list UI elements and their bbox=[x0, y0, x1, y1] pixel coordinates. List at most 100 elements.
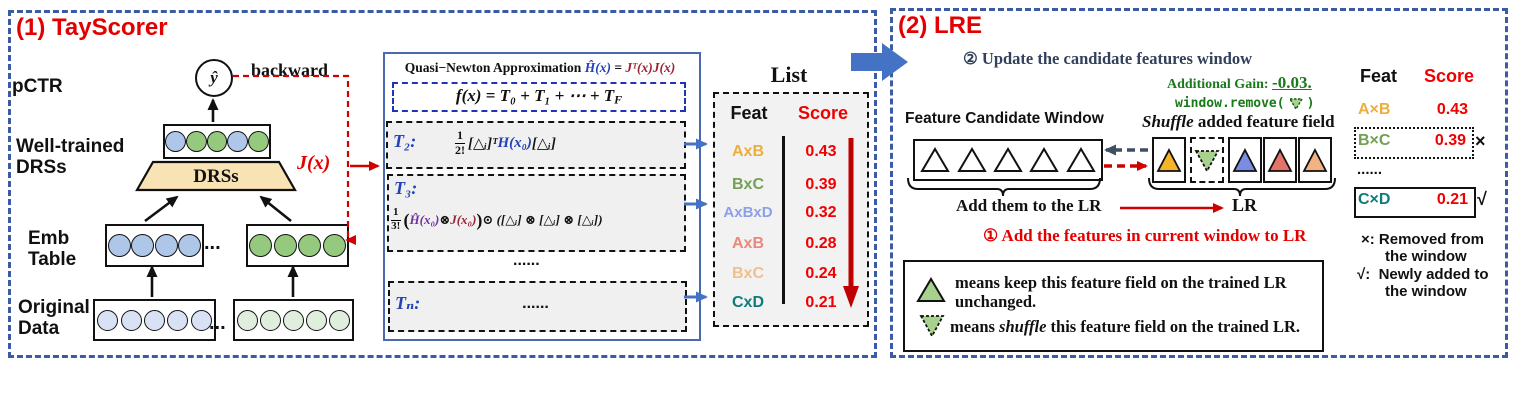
concat-layer bbox=[163, 124, 271, 159]
t3-jacobian: J(x₀) bbox=[450, 212, 477, 227]
legend-shuffle-text: means shuffle this feature field on the … bbox=[950, 317, 1300, 337]
label-original: Original bbox=[18, 297, 90, 318]
t2-hessian: H(x₀) bbox=[497, 134, 532, 151]
shuffle-triangle-icon bbox=[1288, 97, 1303, 110]
feat-col-header: Feat bbox=[1360, 66, 1398, 86]
list-row-feat: AxBxD bbox=[723, 204, 773, 221]
keep-triangle-icon bbox=[1267, 147, 1293, 172]
feat-row-score: 0.21 bbox=[1436, 191, 1468, 208]
list-col-score: Score bbox=[797, 103, 849, 123]
emb-cell bbox=[322, 234, 346, 257]
fx-formula: f(x) = T₀ + T₁ + ⋯ + TF bbox=[456, 86, 622, 108]
tn-label: Tₙ: bbox=[395, 293, 421, 313]
shuffle-triangle-icon bbox=[1194, 149, 1220, 173]
candidate-triangle-icon bbox=[956, 147, 987, 172]
note-added2: the window bbox=[1385, 283, 1467, 300]
emb-cell bbox=[298, 234, 322, 257]
list-box bbox=[713, 92, 869, 327]
list-row-score: 0.28 bbox=[805, 235, 837, 252]
data-cell bbox=[260, 309, 281, 331]
candidate-triangle-icon bbox=[993, 147, 1023, 172]
removed-mark: × bbox=[1475, 131, 1486, 151]
panel2-title: (2) LRE bbox=[898, 12, 982, 39]
gain-value: -0.03. bbox=[1272, 73, 1312, 92]
removed-row-box bbox=[1354, 127, 1474, 159]
jacobian-term: Jᵀ(x)J(x) bbox=[625, 60, 676, 75]
candidate-triangle-icon bbox=[1029, 147, 1060, 172]
list-row-feat: AxB bbox=[731, 235, 764, 252]
emb-cell bbox=[131, 234, 155, 257]
t2-formula: 1 2! [△ᵢ]ᵀ H(x₀) [△ᵢ] bbox=[455, 127, 556, 159]
feat-row: C×D bbox=[1358, 191, 1391, 208]
t3-open-paren: ( bbox=[403, 209, 410, 230]
legend-keep-text: means keep this feature field on the tra… bbox=[955, 273, 1287, 292]
emb-cell bbox=[249, 234, 273, 257]
feat-row: A×B bbox=[1358, 101, 1391, 118]
t2-fraction: 1 2! bbox=[455, 129, 465, 156]
feat-row-score: 0.43 bbox=[1436, 101, 1468, 118]
t3-close-paren: ) bbox=[476, 209, 483, 230]
emb-dots: ... bbox=[204, 232, 221, 254]
list-row-score: 0.24 bbox=[805, 265, 837, 282]
feature-field-keep bbox=[1228, 137, 1262, 183]
taylor-expansion-box: f(x) = T₀ + T₁ + ⋯ + TF bbox=[392, 82, 686, 112]
yhat-label: ŷ bbox=[210, 68, 218, 87]
step2-label: ② Update the candidate features window bbox=[963, 49, 1253, 68]
t3-deltas: ⊙ ([△ᵢ] ⊗ [△ᵢ] ⊗ [△ᵢ]) bbox=[482, 212, 603, 227]
list-col-feat: Feat bbox=[730, 103, 768, 123]
quasi-newton-box bbox=[383, 52, 701, 341]
neuron bbox=[248, 131, 269, 152]
shuffle-triangle-icon bbox=[919, 315, 945, 338]
candidate-triangle-icon bbox=[1065, 147, 1096, 172]
data-cell bbox=[306, 309, 327, 331]
neuron bbox=[165, 131, 186, 152]
remove-pre: window.remove( bbox=[1175, 96, 1285, 111]
t2-delta-right: [△ᵢ] bbox=[531, 135, 556, 152]
legend-keep-text2: unchanged. bbox=[955, 292, 1037, 311]
neuron bbox=[185, 131, 207, 152]
emb-table-left bbox=[105, 224, 204, 267]
jx-label: J(x) bbox=[297, 152, 331, 174]
list-row-score: 0.32 bbox=[805, 204, 837, 221]
feature-candidate-window bbox=[913, 139, 1103, 181]
score-rank-arrow bbox=[843, 138, 859, 308]
neuron bbox=[227, 131, 249, 152]
feature-field-shuffle bbox=[1190, 137, 1224, 183]
label-well-trained: Well-trained bbox=[16, 136, 125, 157]
keep-triangle-icon bbox=[1232, 147, 1258, 172]
quasi-header: Quasi−Newton Approximation Ĥ(x) = Jᵀ(x)J… bbox=[387, 60, 693, 76]
candidate-triangle-icon bbox=[920, 147, 951, 172]
keep-triangle-icon bbox=[1302, 147, 1328, 172]
emb-cell bbox=[154, 234, 178, 257]
data-cell bbox=[329, 309, 350, 331]
list-title: List bbox=[770, 62, 808, 87]
feature-field-keep bbox=[1263, 137, 1297, 183]
feature-field-keep bbox=[1152, 137, 1186, 183]
fx-main: f(x) = T₀ + T₁ + ⋯ + T bbox=[455, 86, 615, 106]
list-row-feat: CxD bbox=[731, 294, 764, 311]
equals: = bbox=[610, 60, 626, 75]
window-remove-call: window.remove( ) bbox=[1175, 96, 1314, 111]
list-row-feat: BxC bbox=[731, 265, 764, 282]
data-cell bbox=[190, 309, 212, 331]
lre-panel bbox=[890, 8, 1508, 358]
tn-ellipsis: ...... bbox=[522, 295, 549, 312]
original-data-left bbox=[93, 299, 216, 341]
terms-ellipsis: ...... bbox=[513, 252, 540, 269]
data-cell bbox=[97, 309, 119, 331]
t2-den: 2! bbox=[455, 143, 465, 157]
hessian-hat-term: Ĥ(x) bbox=[584, 60, 611, 75]
original-data-right bbox=[233, 299, 354, 341]
emb-table-right bbox=[246, 224, 349, 267]
t3-box bbox=[387, 174, 686, 252]
quasi-header-text: Quasi−Newton Approximation bbox=[404, 60, 585, 75]
backward-label: backward bbox=[251, 60, 329, 80]
t3-num: 1 bbox=[391, 207, 401, 221]
add-them-label: Add them to the LR bbox=[956, 196, 1102, 215]
drs-label: DRSs bbox=[193, 166, 239, 187]
original-dots: ... bbox=[209, 312, 226, 334]
shuffle-added-label: Shuffle added feature field bbox=[1142, 112, 1335, 132]
emb-cell bbox=[107, 234, 131, 257]
t2-num: 1 bbox=[455, 128, 465, 144]
t3-formula: 1 3! (Ĥ(x₀) ⊗ J(x₀)) ⊙ ([△ᵢ] ⊗ [△ᵢ] ⊗ [△ᵢ… bbox=[391, 203, 603, 237]
